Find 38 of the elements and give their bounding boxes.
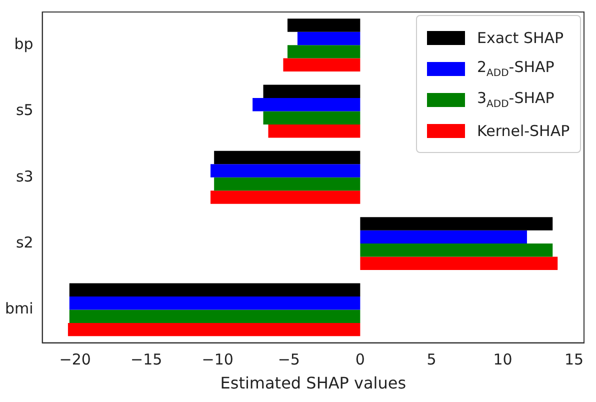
legend-label: Exact SHAP [477, 28, 564, 46]
bar [263, 84, 360, 98]
bar [360, 217, 553, 230]
x-tick-label: 0 [355, 350, 365, 369]
y-tick-label: s3 [16, 167, 34, 186]
bar [69, 310, 360, 323]
bar [214, 177, 360, 191]
x-tick-label: 15 [564, 350, 584, 369]
x-tick-label: 5 [426, 350, 436, 369]
y-tick-label: s5 [16, 101, 34, 120]
x-axis-title: Estimated SHAP values [220, 374, 406, 393]
legend-label: Kernel-SHAP [477, 122, 570, 140]
x-tick-label: −15 [130, 350, 162, 369]
bar [263, 111, 360, 124]
bar [287, 45, 360, 58]
legend-label: 3$_{ADD}$-SHAP [477, 89, 554, 110]
bar [69, 283, 360, 296]
bar [283, 58, 360, 72]
bar [210, 164, 360, 178]
bar [214, 150, 360, 164]
bar [360, 230, 527, 244]
legend-label: 2$_{ADD}$-SHAP [477, 58, 554, 79]
bar [360, 256, 558, 270]
bar [252, 98, 360, 112]
bar [297, 32, 360, 46]
x-tick-label: 10 [493, 350, 512, 369]
bar [268, 124, 360, 138]
bar [210, 190, 360, 204]
y-tick-label: bp [14, 34, 34, 53]
bar [68, 322, 360, 336]
y-tick-label: bmi [4, 300, 34, 318]
y-tick-label: s2 [16, 233, 34, 252]
bar [69, 296, 360, 310]
x-tick-label: −5 [278, 350, 300, 369]
x-tick-label: −10 [202, 350, 234, 369]
x-tick-label: −20 [59, 350, 91, 369]
bar [360, 244, 553, 257]
bar [287, 18, 360, 32]
